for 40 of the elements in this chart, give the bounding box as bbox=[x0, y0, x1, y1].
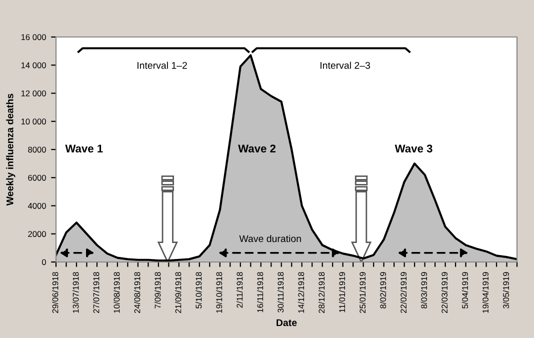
y-tick-label: 12 000 bbox=[21, 90, 46, 96]
y-tick-label: 2000 bbox=[28, 231, 46, 237]
x-tick-label: 2/11/1918 bbox=[236, 272, 243, 308]
x-tick-label: 5/04/1919 bbox=[462, 272, 468, 308]
x-tick-label: 5/10/1918 bbox=[196, 272, 202, 308]
x-tick-label: 10/08/1918 bbox=[114, 272, 120, 313]
x-tick-label: 19/10/1918 bbox=[216, 272, 222, 313]
annotation: Interval 1–2 bbox=[138, 62, 187, 69]
x-tick-label: 25/01/1919 bbox=[359, 272, 366, 314]
y-tick-label: 8000 bbox=[28, 146, 46, 153]
x-tick-label: 8/03/1919 bbox=[420, 272, 428, 308]
y-tick-label: 0 bbox=[42, 259, 46, 266]
x-tick-label: 24/08/1918 bbox=[134, 272, 140, 314]
x-tick-label: 28/12/1918 bbox=[318, 272, 325, 314]
x-tick-label: 14/12/1918 bbox=[298, 272, 304, 313]
annotation: Wave 1 bbox=[65, 144, 103, 152]
x-tick-label: 19/04/1919 bbox=[482, 272, 489, 313]
annotation: Wave 2 bbox=[238, 144, 276, 152]
x-tick-label: 22/03/1919 bbox=[441, 272, 448, 314]
x-tick-label: 21/09/1918 bbox=[175, 272, 182, 314]
x-tick-label: 7/09/1918 bbox=[154, 272, 161, 308]
annotation: Interval 2–3 bbox=[320, 62, 370, 69]
y-tick-label: 14 000 bbox=[21, 62, 46, 68]
x-tick-label: 29/06/1918 bbox=[52, 272, 58, 314]
x-tick-label: 8/02/1919 bbox=[380, 272, 386, 308]
x-tick-label: 13/07/1918 bbox=[72, 272, 79, 313]
x-tick-label: 3/05/1919 bbox=[502, 272, 509, 308]
y-tick-label: 10 000 bbox=[21, 118, 46, 124]
annotation: Wave duration bbox=[239, 234, 301, 242]
x-tick-label: 16/11/1918 bbox=[257, 272, 264, 312]
x-tick-label: 27/07/1918 bbox=[93, 272, 100, 314]
y-axis-title: Weekly influenza deaths bbox=[6, 94, 16, 206]
y-tick-label: 6000 bbox=[28, 174, 46, 181]
x-tick-label: 11/01/1919 bbox=[338, 272, 346, 312]
annotation: Wave 3 bbox=[394, 144, 432, 152]
x-tick-label: 22/02/1919 bbox=[400, 272, 407, 314]
x-axis-title: Date bbox=[276, 319, 297, 326]
y-tick-label: 4000 bbox=[28, 202, 46, 209]
x-tick-label: 30/11/1918 bbox=[277, 272, 284, 312]
y-tick-label: 16 000 bbox=[21, 34, 46, 40]
